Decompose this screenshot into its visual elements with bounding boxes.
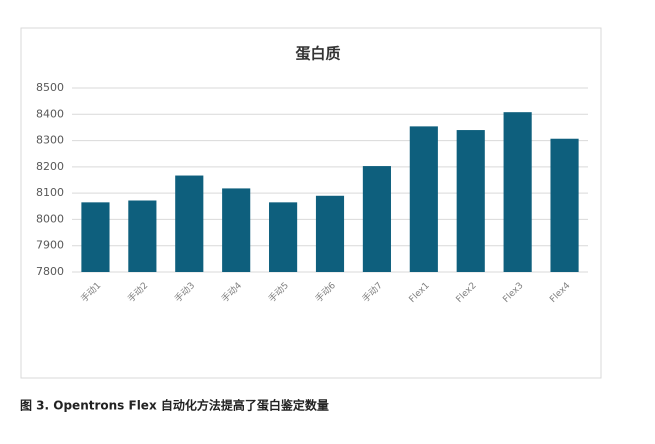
bar xyxy=(81,202,110,272)
bar xyxy=(409,126,438,273)
bar xyxy=(128,200,157,272)
y-tick-label: 8200 xyxy=(36,160,64,173)
y-tick-label: 8100 xyxy=(36,186,64,199)
bar xyxy=(269,202,298,272)
bar xyxy=(315,195,345,272)
y-tick-label: 8000 xyxy=(36,212,64,225)
bar xyxy=(503,112,532,272)
y-tick-label: 8300 xyxy=(36,134,64,147)
bar xyxy=(362,166,391,272)
bar xyxy=(456,130,485,272)
y-tick-label: 8400 xyxy=(36,107,64,120)
bar xyxy=(550,138,579,272)
y-tick-label: 7800 xyxy=(36,265,64,278)
bar xyxy=(175,175,204,272)
chart-title: 蛋白质 xyxy=(295,45,340,63)
y-tick-label: 7900 xyxy=(36,239,64,252)
y-tick-label: 8500 xyxy=(36,81,64,94)
caption: 图 3. Opentrons Flex 自动化方法提高了蛋白鉴定数量 xyxy=(20,398,329,413)
bar xyxy=(222,188,251,272)
